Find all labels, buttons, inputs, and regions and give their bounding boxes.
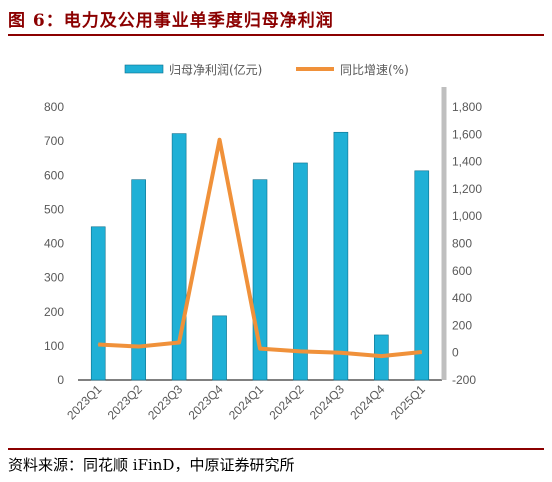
x-tick-label: 2024Q1: [226, 382, 266, 422]
y-right-tick-label: -200: [452, 373, 476, 387]
bar-2023Q4: [212, 315, 227, 381]
y-left-tick-label: 300: [44, 271, 64, 285]
y-right-tick-label: 1,600: [452, 127, 482, 141]
growth-point-2023Q3: [178, 341, 180, 343]
growth-point-2024Q2: [299, 350, 301, 352]
x-tick-label: 2023Q3: [145, 382, 185, 422]
y-right-tick-label: 800: [452, 237, 472, 251]
footer-divider: [8, 448, 544, 450]
bar-2023Q1: [90, 226, 106, 381]
x-tick-label: 2023Q2: [105, 382, 145, 422]
growth-point-2023Q1: [97, 344, 99, 346]
legend-line-label: 同比增速(%): [340, 63, 409, 77]
source-note: 资料来源：同花顺 iFinD，中原证券研究所: [8, 456, 295, 474]
line-series: [97, 137, 423, 359]
figure-title: 图 6：电力及公用事业单季度归母净利润: [8, 11, 334, 31]
growth-point-2024Q3: [340, 352, 342, 354]
growth-point-2023Q2: [138, 346, 140, 348]
growth-point-2024Q1: [259, 348, 261, 350]
bar-2025Q1: [414, 170, 430, 381]
bar-2023Q2: [131, 179, 146, 381]
y-right-tick-label: 400: [452, 291, 472, 305]
y-left-tick-label: 200: [44, 305, 64, 319]
y-right-tick-label: 200: [452, 318, 472, 332]
y-left-tick-label: 100: [44, 339, 64, 353]
bar-2024Q3: [333, 131, 349, 381]
y-left-tick-label: 400: [44, 237, 64, 251]
title-divider: [8, 34, 544, 36]
y-right-tick-label: 1,400: [452, 155, 482, 169]
bar-2024Q2: [293, 162, 308, 381]
growth-point-2024Q4: [380, 355, 382, 357]
x-tick-label: 2024Q2: [266, 382, 306, 422]
x-tick-label: 2023Q4: [186, 382, 226, 422]
x-tick-label: 2023Q1: [64, 382, 104, 422]
y-right-tick-label: 1,200: [452, 182, 482, 196]
x-tick-label: 2025Q1: [388, 382, 428, 422]
growth-point-2025Q1: [421, 351, 423, 353]
y-right-tick-label: 1,800: [452, 100, 482, 114]
y-left-tick-label: 0: [57, 373, 64, 387]
x-tick-label: 2024Q4: [347, 382, 387, 422]
y-right-tick-label: 1,000: [452, 209, 482, 223]
legend-bar-swatch: [124, 64, 164, 74]
y-left-tick-label: 500: [44, 202, 64, 216]
y-left-tick-label: 800: [44, 100, 64, 114]
y-left-tick-label: 600: [44, 168, 64, 182]
y-left-tick-label: 700: [44, 134, 64, 148]
legend-bar-label: 归母净利润(亿元): [169, 62, 262, 77]
y-right-tick-label: 0: [452, 346, 459, 360]
chart-legend: 归母净利润(亿元) 同比增速(%): [124, 62, 409, 77]
x-tick-label: 2024Q3: [307, 382, 347, 422]
growth-point-2023Q4: [219, 139, 221, 141]
y-right-tick-label: 600: [452, 264, 472, 278]
